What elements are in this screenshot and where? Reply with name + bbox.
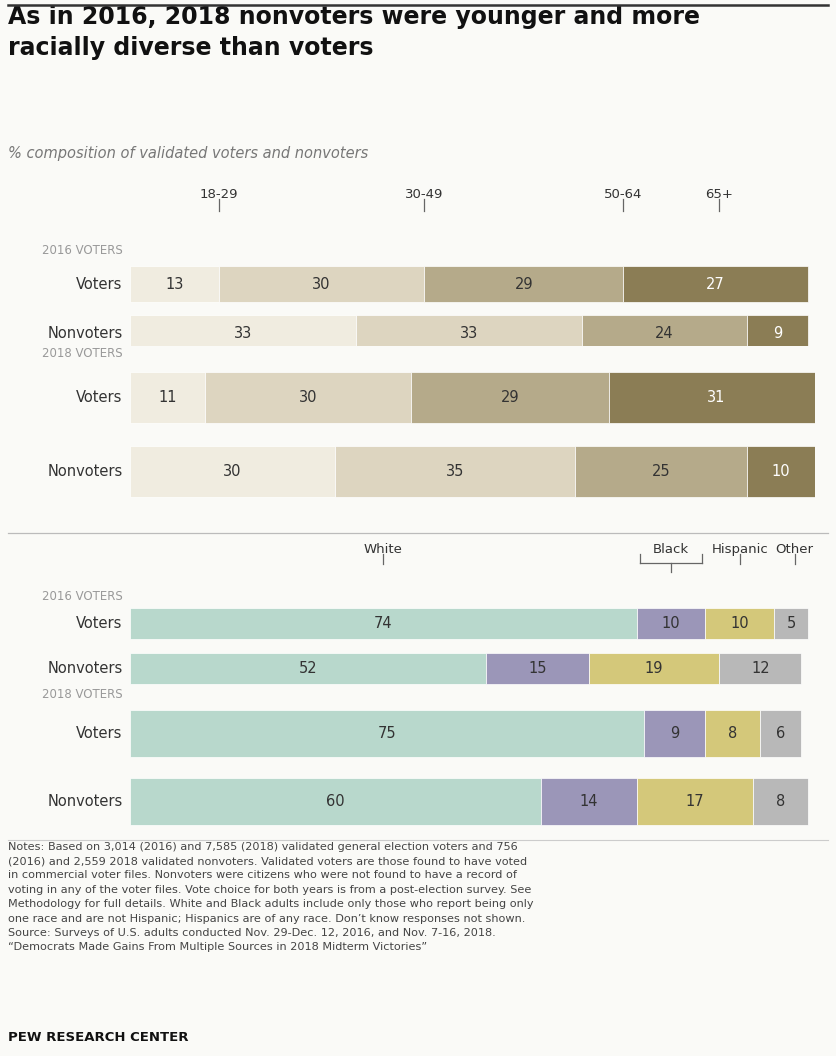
Text: Nonvoters: Nonvoters — [48, 326, 123, 341]
Text: 30-49: 30-49 — [405, 188, 444, 201]
Bar — [644, 710, 706, 757]
Text: 52: 52 — [298, 661, 317, 677]
Bar — [335, 446, 575, 497]
Bar — [637, 778, 753, 826]
Text: 33: 33 — [233, 326, 252, 341]
Bar — [205, 372, 410, 423]
Text: 5: 5 — [787, 616, 796, 630]
Bar — [719, 654, 802, 684]
Text: Nonvoters: Nonvoters — [48, 794, 123, 809]
Text: 2018 VOTERS: 2018 VOTERS — [42, 347, 123, 360]
Text: 19: 19 — [645, 661, 663, 677]
Text: 10: 10 — [662, 616, 681, 630]
Bar — [753, 778, 808, 826]
Bar — [130, 446, 335, 497]
Text: 30: 30 — [298, 390, 317, 404]
Text: Black: Black — [653, 543, 689, 555]
Text: 60: 60 — [326, 794, 344, 809]
Bar — [747, 316, 808, 352]
Bar — [130, 607, 637, 639]
Text: Voters: Voters — [76, 727, 123, 741]
Text: 24: 24 — [655, 326, 674, 341]
Bar — [130, 266, 219, 302]
Bar — [410, 372, 609, 423]
Text: 29: 29 — [501, 390, 519, 404]
Bar — [582, 316, 747, 352]
Text: 2018 VOTERS: 2018 VOTERS — [42, 687, 123, 701]
Text: 18-29: 18-29 — [200, 188, 238, 201]
Text: 25: 25 — [651, 464, 670, 479]
Bar — [130, 654, 486, 684]
Text: Voters: Voters — [76, 277, 123, 291]
Bar — [130, 372, 205, 423]
Bar — [356, 316, 582, 352]
Bar — [219, 266, 425, 302]
Bar — [589, 654, 719, 684]
Bar — [541, 778, 637, 826]
Bar — [760, 710, 802, 757]
Text: 8: 8 — [776, 794, 786, 809]
Bar — [425, 266, 623, 302]
Text: 11: 11 — [158, 390, 176, 404]
Text: 6: 6 — [776, 727, 786, 741]
Text: 27: 27 — [706, 277, 725, 291]
Text: 30: 30 — [313, 277, 331, 291]
Text: 14: 14 — [579, 794, 598, 809]
Bar — [774, 607, 808, 639]
Text: 35: 35 — [446, 464, 464, 479]
Text: 33: 33 — [460, 326, 478, 341]
Text: 15: 15 — [528, 661, 547, 677]
Text: Other: Other — [776, 543, 813, 555]
Text: Nonvoters: Nonvoters — [48, 661, 123, 677]
Text: As in 2016, 2018 nonvoters were younger and more
racially diverse than voters: As in 2016, 2018 nonvoters were younger … — [8, 5, 701, 60]
Bar — [637, 607, 706, 639]
Text: 30: 30 — [223, 464, 242, 479]
Text: Voters: Voters — [76, 390, 123, 404]
Text: 75: 75 — [377, 727, 396, 741]
Bar — [623, 266, 808, 302]
Text: 10: 10 — [772, 464, 790, 479]
Text: 65+: 65+ — [706, 188, 733, 201]
Text: Hispanic: Hispanic — [711, 543, 768, 555]
Bar — [706, 710, 760, 757]
Text: 2016 VOTERS: 2016 VOTERS — [42, 590, 123, 603]
Text: 29: 29 — [514, 277, 533, 291]
Text: 17: 17 — [686, 794, 705, 809]
Bar — [130, 778, 541, 826]
Text: 31: 31 — [706, 390, 725, 404]
Text: 9: 9 — [772, 326, 782, 341]
Bar — [706, 607, 774, 639]
Bar — [486, 654, 589, 684]
Text: PEW RESEARCH CENTER: PEW RESEARCH CENTER — [8, 1032, 189, 1044]
Text: 8: 8 — [728, 727, 737, 741]
Text: 10: 10 — [731, 616, 749, 630]
Bar — [130, 710, 644, 757]
Text: 13: 13 — [165, 277, 183, 291]
Bar — [575, 446, 747, 497]
Text: 12: 12 — [751, 661, 770, 677]
Text: 9: 9 — [670, 727, 679, 741]
Text: % composition of validated voters and nonvoters: % composition of validated voters and no… — [8, 146, 369, 161]
Text: Nonvoters: Nonvoters — [48, 464, 123, 479]
Text: 2016 VOTERS: 2016 VOTERS — [42, 244, 123, 257]
Text: Notes: Based on 3,014 (2016) and 7,585 (2018) validated general election voters : Notes: Based on 3,014 (2016) and 7,585 (… — [8, 842, 534, 953]
Text: White: White — [364, 543, 403, 555]
Bar — [747, 446, 815, 497]
Text: 50-64: 50-64 — [604, 188, 642, 201]
Bar — [609, 372, 822, 423]
Text: 74: 74 — [374, 616, 393, 630]
Text: Voters: Voters — [76, 616, 123, 630]
Bar — [130, 316, 356, 352]
